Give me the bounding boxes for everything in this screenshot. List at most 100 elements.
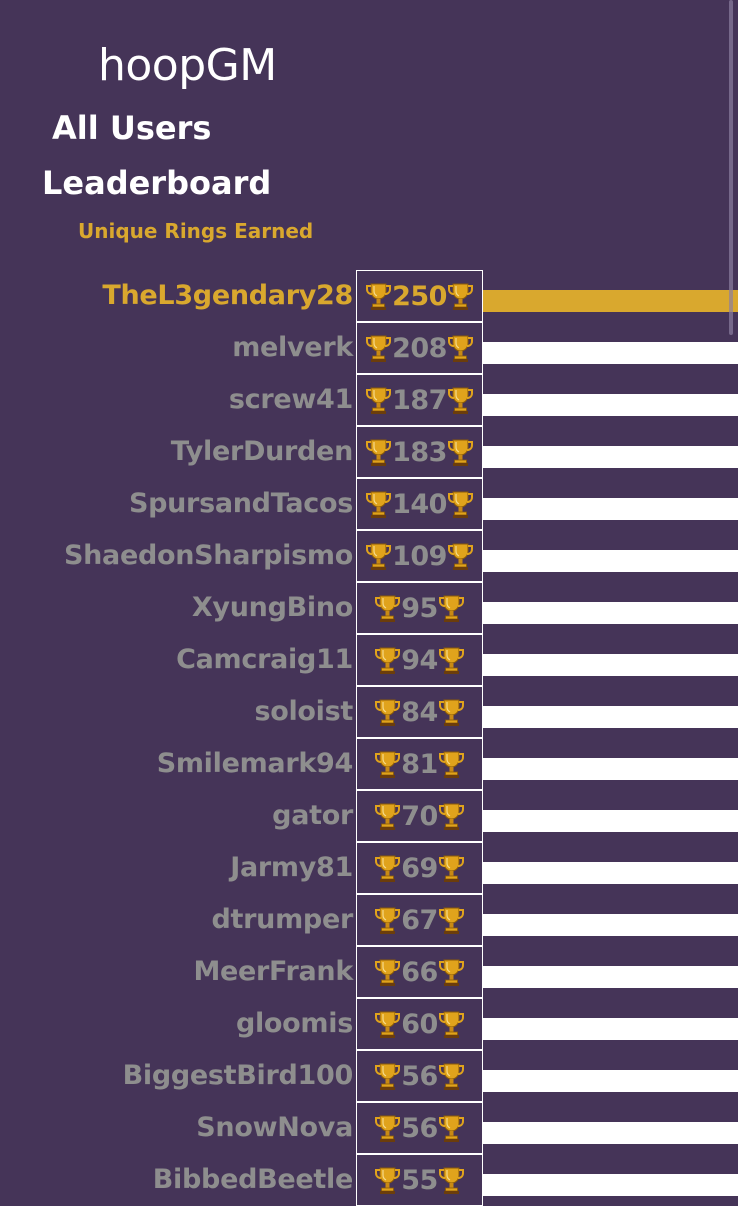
trophy-icon <box>438 593 465 623</box>
rings-bar <box>483 342 738 364</box>
user-name[interactable]: MeerFrank <box>193 956 353 987</box>
rings-cell: 94 <box>356 634 483 686</box>
rings-cell: 55 <box>356 1154 483 1206</box>
trophy-icon <box>438 1113 465 1143</box>
trophy-icon <box>365 333 392 363</box>
rings-bar-track <box>483 446 738 468</box>
trophy-icon <box>374 593 401 623</box>
trophy-icon <box>365 437 392 467</box>
rings-count: 66 <box>401 956 438 988</box>
trophy-icon <box>365 541 392 571</box>
leaderboard-row[interactable]: SpursandTacos 140 <box>0 478 738 530</box>
trophy-icon <box>374 905 401 935</box>
rings-bar-track <box>483 966 738 988</box>
trophy-icon <box>447 437 474 467</box>
leaderboard-row[interactable]: Jarmy81 69 <box>0 842 738 894</box>
user-name[interactable]: gator <box>272 800 353 831</box>
rings-count: 84 <box>401 696 438 728</box>
rings-bar-track <box>483 1070 738 1092</box>
rings-cell: 183 <box>356 426 483 478</box>
rings-count: 250 <box>392 280 447 312</box>
rings-cell: 67 <box>356 894 483 946</box>
rings-count: 187 <box>392 384 447 416</box>
rings-bar <box>483 1122 738 1144</box>
user-name[interactable]: ShaedonSharpismo <box>63 540 353 571</box>
trophy-icon <box>438 853 465 883</box>
rings-count: 56 <box>401 1112 438 1144</box>
rings-bar <box>483 706 738 728</box>
trophy-icon <box>447 333 474 363</box>
rings-cell: 81 <box>356 738 483 790</box>
leaderboard-row[interactable]: SnowNova 56 <box>0 1102 738 1154</box>
scrollbar[interactable] <box>729 0 733 335</box>
leaderboard-row[interactable]: soloist 84 <box>0 686 738 738</box>
rings-bar-track <box>483 290 738 312</box>
leaderboard: TheL3gendary28 250 melverk 208 screw41 187 Tyl… <box>0 270 738 1206</box>
rings-count: 208 <box>392 332 447 364</box>
leaderboard-row[interactable]: gator 70 <box>0 790 738 842</box>
leaderboard-row[interactable]: screw41 187 <box>0 374 738 426</box>
rings-bar <box>483 1070 738 1092</box>
leaderboard-row[interactable]: BibbedBeetle 55 <box>0 1154 738 1206</box>
user-name[interactable]: SnowNova <box>196 1112 353 1143</box>
leaderboard-row[interactable]: ShaedonSharpismo 109 <box>0 530 738 582</box>
user-name[interactable]: Jarmy81 <box>230 852 353 883</box>
rings-bar <box>483 966 738 988</box>
trophy-icon <box>374 1009 401 1039</box>
rings-count: 69 <box>401 852 438 884</box>
rings-bar <box>483 446 738 468</box>
leaderboard-row[interactable]: gloomis 60 <box>0 998 738 1050</box>
rings-count: 183 <box>392 436 447 468</box>
trophy-icon <box>374 645 401 675</box>
rings-cell: 66 <box>356 946 483 998</box>
rings-count: 95 <box>401 592 438 624</box>
user-name[interactable]: Smilemark94 <box>156 748 354 779</box>
rings-cell: 56 <box>356 1102 483 1154</box>
user-name[interactable]: TylerDurden <box>170 436 354 467</box>
leaderboard-row[interactable]: TheL3gendary28 250 <box>0 270 738 322</box>
leaderboard-row[interactable]: Smilemark94 81 <box>0 738 738 790</box>
leaderboard-row[interactable]: MeerFrank 66 <box>0 946 738 998</box>
user-name[interactable]: gloomis <box>235 1008 353 1039</box>
rings-bar-track <box>483 654 738 676</box>
trophy-icon <box>365 489 392 519</box>
user-name[interactable]: TheL3gendary28 <box>102 280 353 311</box>
rings-count: 109 <box>392 540 447 572</box>
trophy-icon <box>374 1061 401 1091</box>
user-name[interactable]: dtrumper <box>211 904 354 935</box>
user-name[interactable]: melverk <box>232 332 353 363</box>
rings-bar <box>483 550 738 572</box>
trophy-icon <box>447 281 474 311</box>
trophy-icon <box>374 853 401 883</box>
rings-bar <box>483 862 738 884</box>
leaderboard-row[interactable]: melverk 208 <box>0 322 738 374</box>
trophy-icon <box>365 281 392 311</box>
user-name[interactable]: screw41 <box>228 384 353 415</box>
user-name[interactable]: BibbedBeetle <box>152 1164 354 1195</box>
leaderboard-row[interactable]: BiggestBird100 56 <box>0 1050 738 1102</box>
leaderboard-row[interactable]: dtrumper 67 <box>0 894 738 946</box>
rings-count: 67 <box>401 904 438 936</box>
leaderboard-row[interactable]: TylerDurden 183 <box>0 426 738 478</box>
rings-bar <box>483 654 738 676</box>
rings-cell: 60 <box>356 998 483 1050</box>
rings-bar-track <box>483 602 738 624</box>
leaderboard-row[interactable]: Camcraig11 94 <box>0 634 738 686</box>
rings-bar <box>483 1018 738 1040</box>
leaderboard-row[interactable]: XyungBino 95 <box>0 582 738 634</box>
rings-bar-track <box>483 810 738 832</box>
user-name[interactable]: XyungBino <box>191 592 353 623</box>
rings-bar-track <box>483 394 738 416</box>
user-name[interactable]: BiggestBird100 <box>122 1060 354 1091</box>
rings-bar-track <box>483 758 738 780</box>
user-name[interactable]: SpursandTacos <box>128 488 353 519</box>
trophy-icon <box>447 385 474 415</box>
user-name[interactable]: Camcraig11 <box>176 644 353 675</box>
trophy-icon <box>374 697 401 727</box>
user-name[interactable]: soloist <box>254 696 353 727</box>
trophy-icon <box>438 905 465 935</box>
rings-cell: 84 <box>356 686 483 738</box>
rings-bar <box>483 758 738 780</box>
rings-bar-track <box>483 1018 738 1040</box>
trophy-icon <box>438 957 465 987</box>
